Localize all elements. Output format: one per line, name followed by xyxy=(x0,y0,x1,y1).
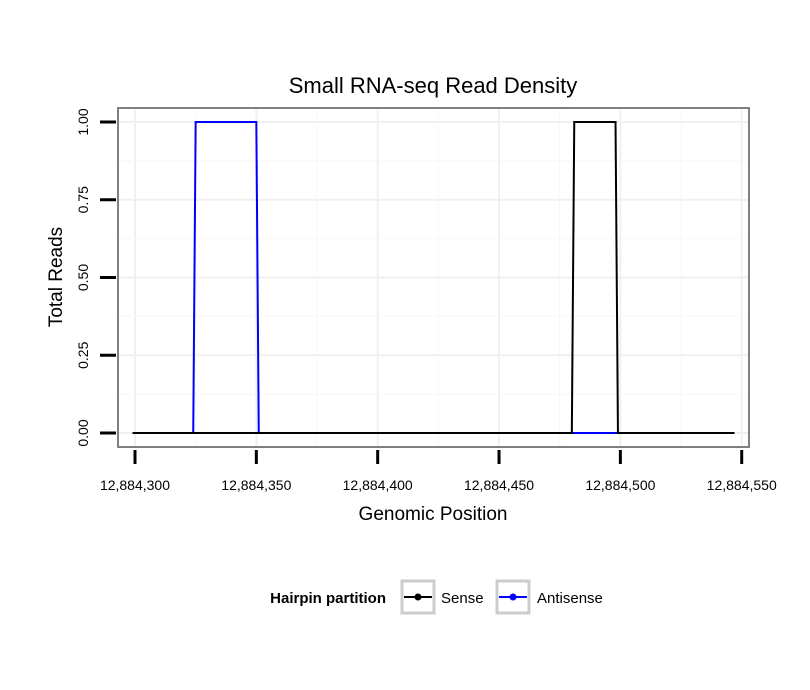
y-axis-title: Total Reads xyxy=(46,227,67,327)
y-tick-label-1: 0.25 xyxy=(75,341,91,368)
legend-title: Hairpin partition xyxy=(270,590,386,607)
x-tick-label-3: 12,884,450 xyxy=(464,477,534,493)
y-tick-label-3: 0.75 xyxy=(75,186,91,213)
series-line-antisense xyxy=(132,121,735,434)
x-tick-label-4: 12,884,500 xyxy=(585,477,655,493)
plot-panel-border xyxy=(117,107,750,448)
x-tick-label-1: 12,884,350 xyxy=(221,477,291,493)
legend-label-sense: Sense xyxy=(441,590,484,607)
legend-key-sense-point xyxy=(414,593,422,601)
y-tick-label-4: 1.00 xyxy=(75,108,91,135)
x-tick-label-5: 12,884,550 xyxy=(707,477,777,493)
y-tick-label-0: 0.00 xyxy=(75,419,91,446)
x-axis-title: Genomic Position xyxy=(359,504,508,525)
legend-item-sense[interactable]: Sense xyxy=(400,579,484,615)
legend: Hairpin partition Sense Antisense xyxy=(270,579,603,615)
x-tick-label-2: 12,884,400 xyxy=(343,477,413,493)
x-tick-label-0: 12,884,300 xyxy=(100,477,170,493)
chart-title: Small RNA-seq Read Density xyxy=(289,73,578,98)
y-axis: 0.00 0.25 0.50 0.75 1.00 xyxy=(75,108,116,447)
x-axis: 12,884,300 12,884,350 12,884,400 12,884,450… xyxy=(100,450,777,493)
series-line-sense xyxy=(132,121,735,434)
grid xyxy=(118,108,749,447)
legend-label-antisense: Antisense xyxy=(537,590,603,607)
series-layer xyxy=(132,121,735,434)
legend-item-antisense[interactable]: Antisense xyxy=(495,579,603,615)
y-tick-label-2: 0.50 xyxy=(75,264,91,291)
legend-key-antisense-point xyxy=(509,593,517,601)
